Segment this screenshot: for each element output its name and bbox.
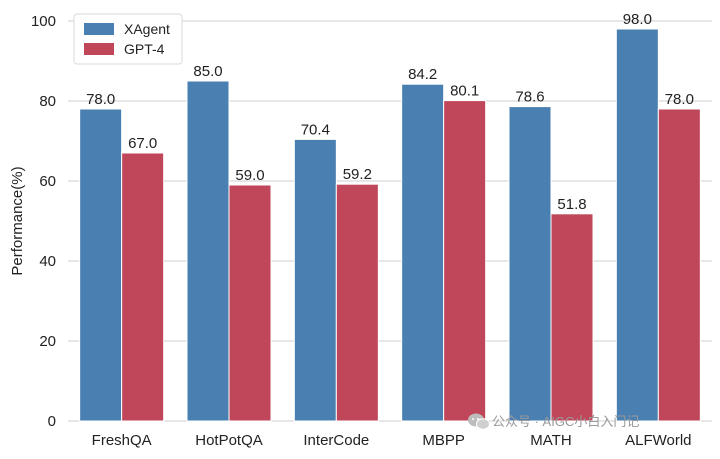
bar-xagent-alfworld [615, 28, 659, 422]
x-tick-label-mbpp: MBPP [422, 432, 465, 449]
data-label-gpt-4-intercode: 59.2 [343, 166, 372, 183]
y-tick-label: 60 [39, 173, 56, 190]
data-labels: 78.0 67.0 85.0 59.0 70.4 59.2 84.2 80.1 78.6 51.8… [86, 11, 694, 213]
x-tick-label-freshqa: FreshQA [92, 432, 152, 449]
y-tick-label: 100 [31, 13, 56, 30]
bar-gpt-4-alfworld [657, 108, 701, 422]
y-axis: 0 20 40 60 80 100 [31, 13, 56, 430]
x-tick-label-math: MATH [530, 432, 571, 449]
data-label-xagent-hotpotqa: 85.0 [193, 63, 222, 80]
x-tick-label-alfworld: ALFWorld [625, 432, 691, 449]
x-tick-label-hotpotqa: HotPotQA [195, 432, 263, 449]
bar-xagent-freshqa [79, 108, 123, 422]
watermark-text: 公众号 · AIGC小白入门记 [492, 414, 639, 429]
legend-swatch-gpt4 [84, 43, 114, 55]
y-tick-label: 0 [48, 413, 56, 430]
data-label-gpt-4-hotpotqa: 59.0 [235, 167, 264, 184]
bar-gpt-4-mbpp [443, 100, 487, 422]
x-tick-label-intercode: InterCode [303, 432, 369, 449]
data-label-xagent-intercode: 70.4 [301, 121, 330, 138]
data-label-xagent-alfworld: 98.0 [623, 11, 652, 28]
y-tick-label: 20 [39, 333, 56, 350]
data-label-gpt-4-freshqa: 67.0 [128, 135, 157, 152]
gridlines [68, 20, 712, 422]
bar-gpt-4-freshqa [121, 152, 165, 422]
bar-xagent-intercode [293, 138, 337, 422]
y-tick-label: 40 [39, 253, 56, 270]
data-label-gpt-4-alfworld: 78.0 [665, 91, 694, 108]
bar-xagent-mbpp [401, 83, 445, 422]
watermark: 公众号 · AIGC小白入门记 [468, 413, 639, 430]
legend-label-gpt4: GPT-4 [124, 41, 165, 57]
bar-xagent-hotpotqa [186, 80, 230, 422]
legend-label-xagent: XAgent [124, 21, 170, 37]
data-label-gpt-4-math: 51.8 [557, 196, 586, 213]
bar-gpt-4-intercode [335, 183, 379, 422]
y-axis-title: Performance(%) [9, 166, 26, 275]
legend-swatch-xagent [84, 23, 114, 35]
bar-gpt-4-hotpotqa [228, 184, 272, 422]
legend: XAgent GPT-4 [73, 13, 183, 65]
bar-gpt-4-math [550, 213, 594, 422]
y-tick-label: 80 [39, 93, 56, 110]
bar-xagent-math [508, 106, 552, 422]
bars [79, 28, 701, 422]
data-label-xagent-freshqa: 78.0 [86, 91, 115, 108]
data-label-xagent-mbpp: 84.2 [408, 66, 437, 83]
x-axis: FreshQA HotPotQA InterCode MBPP MATH ALFWorld [92, 432, 692, 449]
wechat-icon [468, 413, 490, 430]
data-label-xagent-math: 78.6 [515, 89, 544, 106]
data-label-gpt-4-mbpp: 80.1 [450, 83, 479, 100]
